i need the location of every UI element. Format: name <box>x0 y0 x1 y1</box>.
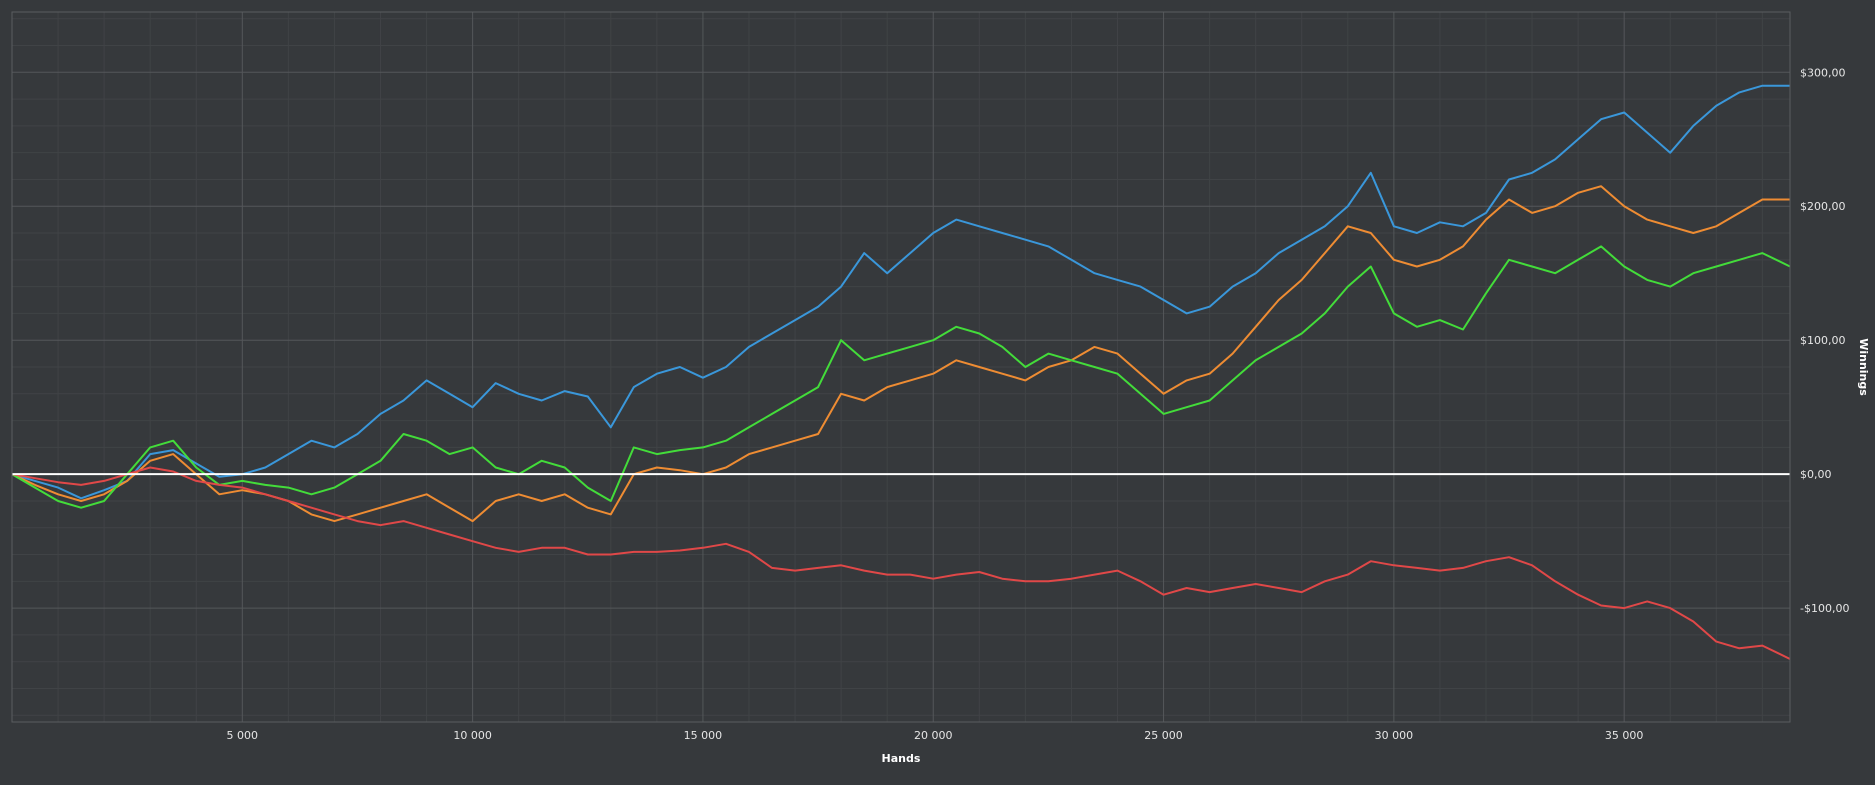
y-tick-label: $0,00 <box>1800 468 1832 481</box>
y-tick-label: $100,00 <box>1800 334 1846 347</box>
minor-gridlines <box>12 12 1790 722</box>
x-axis-title: Hands <box>882 752 921 765</box>
x-tick-label: 35 000 <box>1605 729 1644 742</box>
plot-border <box>11 11 1791 723</box>
series-line-2 <box>11 185 1790 523</box>
y-tick-label: $200,00 <box>1800 200 1846 213</box>
x-tick-label: 30 000 <box>1375 729 1414 742</box>
x-tick-label: 5 000 <box>227 729 259 742</box>
x-tick-labels: 5 000 10 000 15 000 20 000 25 000 30 000 35 00… <box>227 729 1644 742</box>
series-line-3 <box>11 245 1791 509</box>
x-tick-label: 15 000 <box>684 729 723 742</box>
x-tick-label: 25 000 <box>1144 729 1183 742</box>
y-tick-label: -$100,00 <box>1800 602 1849 615</box>
series-layer <box>11 84 1791 660</box>
series-line-1 <box>11 84 1790 500</box>
series-line-4 <box>11 466 1791 660</box>
x-tick-label: 20 000 <box>914 729 953 742</box>
x-tick-label: 10 000 <box>453 729 492 742</box>
y-axis-title: Winnings <box>1857 338 1870 396</box>
y-tick-labels: $300,00 $200,00 $100,00 $0,00 -$100,00 <box>1800 66 1849 615</box>
y-tick-label: $300,00 <box>1800 66 1846 79</box>
